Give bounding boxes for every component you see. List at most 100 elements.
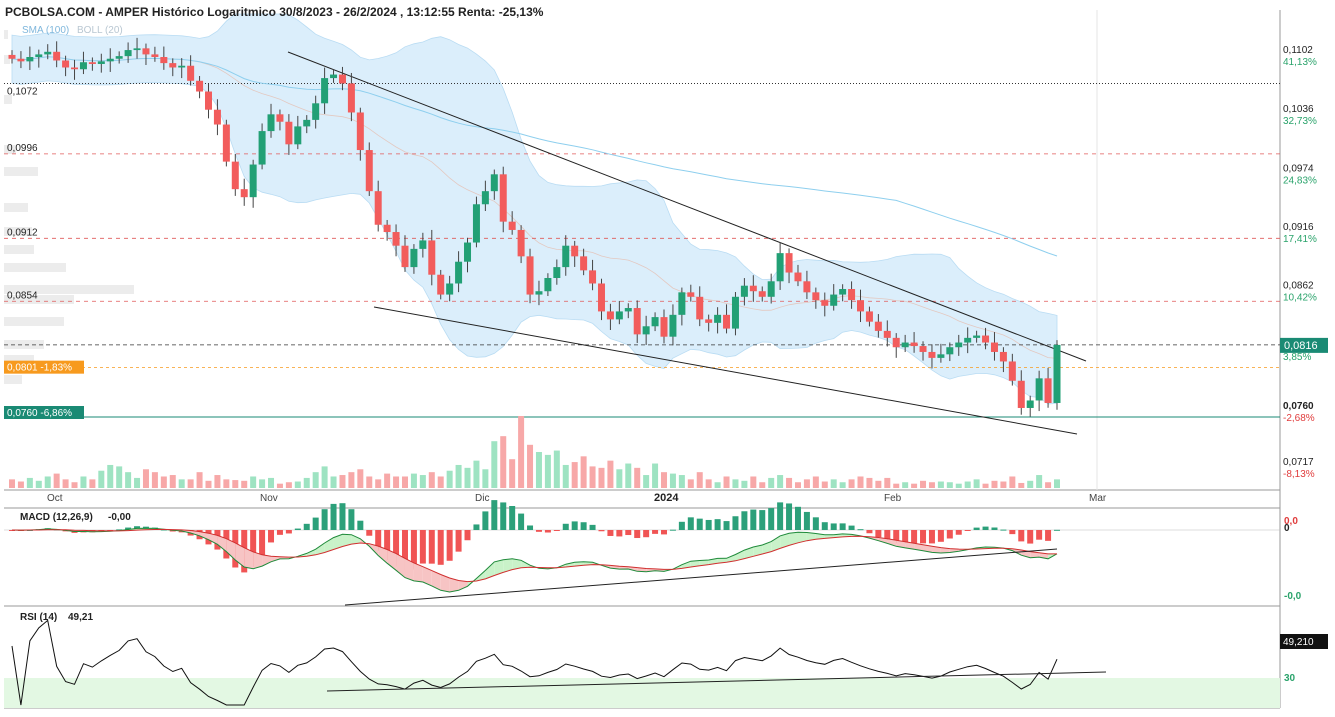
candle-body <box>509 222 516 230</box>
macd-histogram-bar <box>527 525 533 530</box>
macd-histogram-bar <box>947 530 953 538</box>
candle-body <box>723 315 730 329</box>
volume-bar <box>268 478 274 488</box>
macd-histogram-bar <box>1018 530 1024 541</box>
volume-bar <box>205 481 211 488</box>
candle-body <box>937 354 944 358</box>
volume-bar <box>509 459 515 488</box>
macd-histogram-bar <box>777 502 783 530</box>
candle-body <box>803 281 810 292</box>
macd-histogram-bar <box>1045 530 1051 541</box>
macd-histogram-bar <box>759 510 765 530</box>
volume-bar <box>80 476 86 488</box>
last-price-label: 0,0816 <box>1284 340 1318 352</box>
candle-body <box>991 343 998 352</box>
volume-bar <box>188 479 194 488</box>
candle-body <box>669 315 676 337</box>
macd-histogram-bar <box>956 530 962 535</box>
volume-bar <box>482 469 488 488</box>
price-tick-label: 0,0974 <box>1283 163 1314 174</box>
macd-histogram-bar <box>831 523 837 530</box>
macd-histogram-bar <box>322 509 328 530</box>
candle-body <box>777 253 784 281</box>
candle-body <box>678 292 685 314</box>
rsi-last-tag: 49,210 <box>1283 637 1314 648</box>
candle-body <box>294 126 301 144</box>
macd-histogram-bar <box>491 500 497 530</box>
volume-bar <box>956 484 962 488</box>
candle-body <box>928 352 935 358</box>
volume-bar <box>884 478 890 488</box>
macd-histogram-bar <box>795 507 801 530</box>
volume-bar <box>697 472 703 488</box>
volume-bar <box>116 466 122 488</box>
volume-bar <box>295 482 301 488</box>
candle-body <box>1018 381 1025 408</box>
volume-bar <box>607 461 613 488</box>
candle-body <box>187 66 194 81</box>
candle-body <box>786 253 793 272</box>
candle-body <box>491 174 498 191</box>
candle-body <box>455 262 462 284</box>
volume-bar <box>563 465 569 488</box>
volume-bar <box>134 478 140 488</box>
macd-histogram-bar <box>536 530 542 532</box>
macd-histogram-bar <box>1054 530 1060 531</box>
candle-body <box>598 283 605 311</box>
macd-histogram-bar <box>670 530 676 531</box>
macd-histogram-bar <box>277 530 283 535</box>
candle-body <box>830 295 837 306</box>
candle-body <box>17 59 24 62</box>
candle-body <box>705 319 712 322</box>
candle-body <box>446 283 453 294</box>
volume-bar <box>107 465 113 488</box>
candle-body <box>393 232 400 246</box>
volume-bar <box>89 479 95 488</box>
candle-body <box>89 62 96 64</box>
volume-bar <box>813 476 819 488</box>
volume-profile-bar <box>4 317 64 326</box>
volume-bar <box>724 476 730 488</box>
volume-bar <box>518 416 524 488</box>
macd-histogram-bar <box>366 530 372 536</box>
candle-body <box>848 289 855 300</box>
candle-body <box>911 343 918 347</box>
price-tick-pct: 17,41% <box>1283 234 1317 245</box>
volume-bar <box>965 482 971 488</box>
macd-tick-zero: 0 <box>1284 523 1290 534</box>
candle-body <box>437 275 444 295</box>
candle-body <box>44 52 51 55</box>
volume-bar <box>1027 481 1033 488</box>
macd-histogram-bar <box>456 530 462 552</box>
volume-bar <box>143 469 149 488</box>
macd-histogram-bar <box>545 530 551 533</box>
candle-body <box>1054 345 1061 403</box>
candle-body <box>616 311 623 319</box>
macd-histogram-bar <box>518 514 524 530</box>
candle-body <box>9 55 16 59</box>
macd-histogram-bar <box>750 510 756 530</box>
macd-histogram-bar <box>786 503 792 530</box>
candle-body <box>276 114 283 121</box>
volume-bar <box>688 479 694 488</box>
volume-profile-bar <box>4 375 22 384</box>
macd-histogram-bar <box>938 530 944 542</box>
candle-body <box>232 162 239 190</box>
macd-histogram-bar <box>661 530 667 534</box>
volume-bar <box>241 481 247 488</box>
macd-histogram-bar <box>813 517 819 530</box>
candle-body <box>714 315 721 323</box>
macd-title: MACD (12,26,9) <box>20 512 93 523</box>
macd-histogram-bar <box>598 530 604 531</box>
volume-bar <box>197 472 203 488</box>
legend-sma: SMA (100) <box>22 25 69 36</box>
candle-body <box>920 346 927 352</box>
macd-histogram-bar <box>554 530 560 531</box>
volume-profile-bar <box>4 263 66 272</box>
macd-histogram-bar <box>849 526 855 530</box>
volume-bar <box>384 474 390 488</box>
candle-body <box>196 81 203 92</box>
macd-histogram-bar <box>1036 530 1042 540</box>
volume-bar <box>393 476 399 488</box>
macd-histogram-bar <box>616 530 622 536</box>
